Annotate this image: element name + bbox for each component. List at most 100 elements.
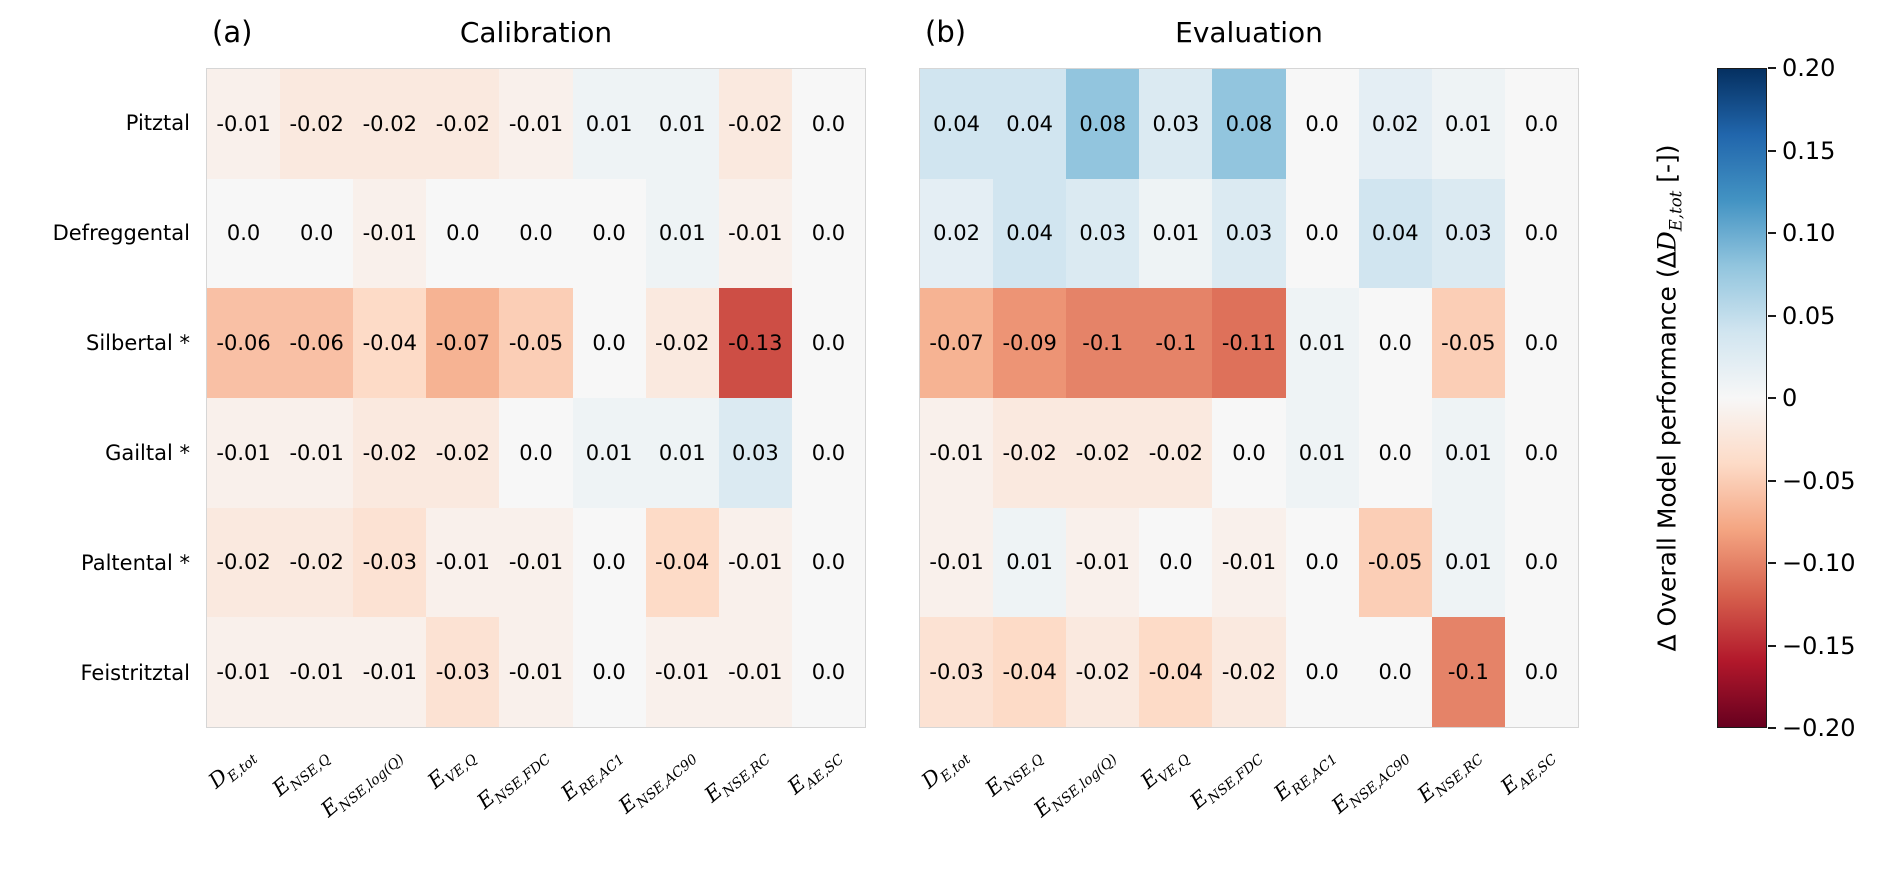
heatmap-cell: -0.03 [353, 507, 427, 618]
heatmap-cell: 0.0 [1285, 507, 1359, 618]
x-tick-label: ENSE,RC [700, 742, 774, 810]
y-tick-label: Paltental * [81, 551, 190, 575]
x-tick-label: EAE,SC [1496, 742, 1560, 802]
heatmap-cell: 0.01 [993, 507, 1067, 618]
cell-value: -0.02 [1075, 660, 1130, 685]
heatmap-cell: 0.04 [920, 69, 994, 179]
x-tick-sub: NSE,FDC [1205, 751, 1268, 807]
cell-value: -0.02 [728, 111, 783, 136]
cell-value: 0.08 [1079, 111, 1127, 136]
cell-value: 0.0 [1305, 221, 1339, 246]
cell-value: 0.03 [1444, 221, 1492, 246]
colorbar-tick [1768, 314, 1776, 317]
heatmap-cell: 0.0 [1504, 178, 1578, 289]
colorbar-tick-label: −0.20 [1782, 714, 1856, 742]
cell-value: 0.01 [585, 111, 633, 136]
heatmap-cell: -0.05 [1358, 507, 1432, 618]
cell-value: 0.0 [1524, 111, 1559, 136]
heatmap-cell: -0.02 [426, 69, 500, 179]
heatmap-cell: -0.02 [207, 507, 281, 618]
cell-value: 0.01 [1444, 440, 1492, 465]
heatmap-cell: 0.0 [1504, 69, 1578, 179]
colorbar-tick [1768, 67, 1776, 69]
cell-value: -0.01 [728, 221, 783, 246]
heatmap-cell: -0.01 [499, 507, 573, 618]
cell-value: 0.02 [933, 221, 980, 246]
colorbar-tick-label: −0.10 [1782, 549, 1856, 577]
cell-value: -0.02 [655, 331, 710, 356]
heatmap-cell: -0.01 [353, 617, 427, 727]
heatmap-cell: 0.0 [1358, 617, 1432, 727]
cell-value: -0.02 [1221, 660, 1277, 685]
heatmap-cell: 0.01 [572, 69, 646, 179]
cell-value: 0.01 [1006, 550, 1054, 575]
heatmap-cell: 0.0 [499, 178, 573, 289]
cell-value: -0.01 [289, 440, 344, 465]
y-tick-label: Silbertal * [86, 331, 190, 355]
heatmap-cell: -0.05 [1431, 288, 1505, 398]
cell-value: 0.0 [811, 221, 846, 246]
cell-value: -0.01 [508, 111, 564, 136]
x-tick-sub: AE,SC [1515, 751, 1561, 793]
x-tick-label: DE,tot [204, 742, 261, 796]
cell-value: -0.01 [929, 440, 984, 465]
heatmap-cell: -0.01 [920, 507, 994, 618]
heatmap-cell: 0.0 [791, 288, 865, 398]
cell-value: 0.03 [1079, 221, 1127, 246]
cell-value: 0.0 [1378, 660, 1412, 685]
heatmap-cell: -0.03 [920, 617, 994, 727]
cell-value: 0.0 [1524, 550, 1559, 575]
heatmap-cell: -0.04 [645, 507, 719, 618]
panel-b-label: (b) [925, 15, 967, 49]
heatmap-cell: -0.01 [718, 617, 792, 727]
cell-value: -0.02 [289, 550, 344, 575]
heatmap-cell: -0.01 [207, 397, 281, 508]
colorbar-label-var: D [1652, 231, 1682, 252]
cell-value: -0.1 [1447, 660, 1489, 685]
colorbar-tick-label: −0.05 [1782, 466, 1856, 495]
cell-value: -0.01 [289, 660, 344, 685]
heatmap-cell: 0.0 [280, 178, 354, 289]
x-tick-label: EAE,SC [783, 742, 847, 802]
cell-value: -0.06 [289, 331, 344, 356]
cell-value: -0.03 [435, 660, 491, 685]
cell-value: 0.02 [1371, 111, 1419, 136]
cell-value: -0.02 [362, 440, 417, 465]
x-tick-base: D [916, 763, 946, 794]
heatmap-cell: 0.01 [645, 69, 719, 179]
heatmap-cell: 0.03 [1431, 178, 1505, 289]
x-tick-sub: NSE,FDC [492, 751, 555, 807]
heatmap-cell: -0.04 [993, 617, 1067, 727]
x-tick-label: EVE,Q [423, 742, 480, 797]
x-tick-sub: NSE,AC90 [633, 751, 701, 812]
heatmap-cell: -0.09 [993, 288, 1067, 398]
heatmap-cell: 0.0 [1212, 397, 1286, 508]
cell-value: -0.04 [1002, 660, 1057, 685]
heatmap-cell: -0.04 [1139, 617, 1213, 727]
heatmap-cell: -0.01 [280, 617, 354, 727]
x-tick-sub: E,tot [224, 751, 261, 786]
heatmap-cell: 0.0 [1504, 617, 1578, 727]
cell-value: -0.07 [929, 331, 984, 356]
cell-value: 0.01 [1298, 440, 1346, 465]
panel-a-label: (a) [212, 15, 253, 49]
cell-value: 0.0 [811, 550, 846, 575]
heatmap-cell: 0.0 [572, 507, 646, 618]
cell-value: 0.01 [658, 440, 706, 465]
cell-value: 0.04 [933, 111, 980, 136]
x-tick-sub: NSE,RC [1433, 751, 1488, 801]
heatmap-cell: 0.0 [1139, 507, 1213, 618]
heatmap-cell: 0.0 [1285, 617, 1359, 727]
colorbar-tick [1768, 149, 1776, 152]
heatmap-cell: 0.04 [993, 178, 1067, 289]
x-tick-sub: NSE,log(Q) [1048, 751, 1121, 816]
x-tick-label: ENSE,Q [981, 742, 1047, 804]
cell-value: 0.0 [1378, 331, 1412, 356]
cell-value: 0.03 [731, 440, 779, 465]
heatmap-cell: 0.01 [1431, 507, 1505, 618]
cell-value: -0.03 [362, 550, 417, 575]
heatmap-cell: -0.01 [353, 178, 427, 289]
colorbar-tick [1768, 479, 1776, 482]
cell-value: 0.01 [1444, 111, 1492, 136]
heatmap-cell: -0.1 [1139, 288, 1213, 398]
